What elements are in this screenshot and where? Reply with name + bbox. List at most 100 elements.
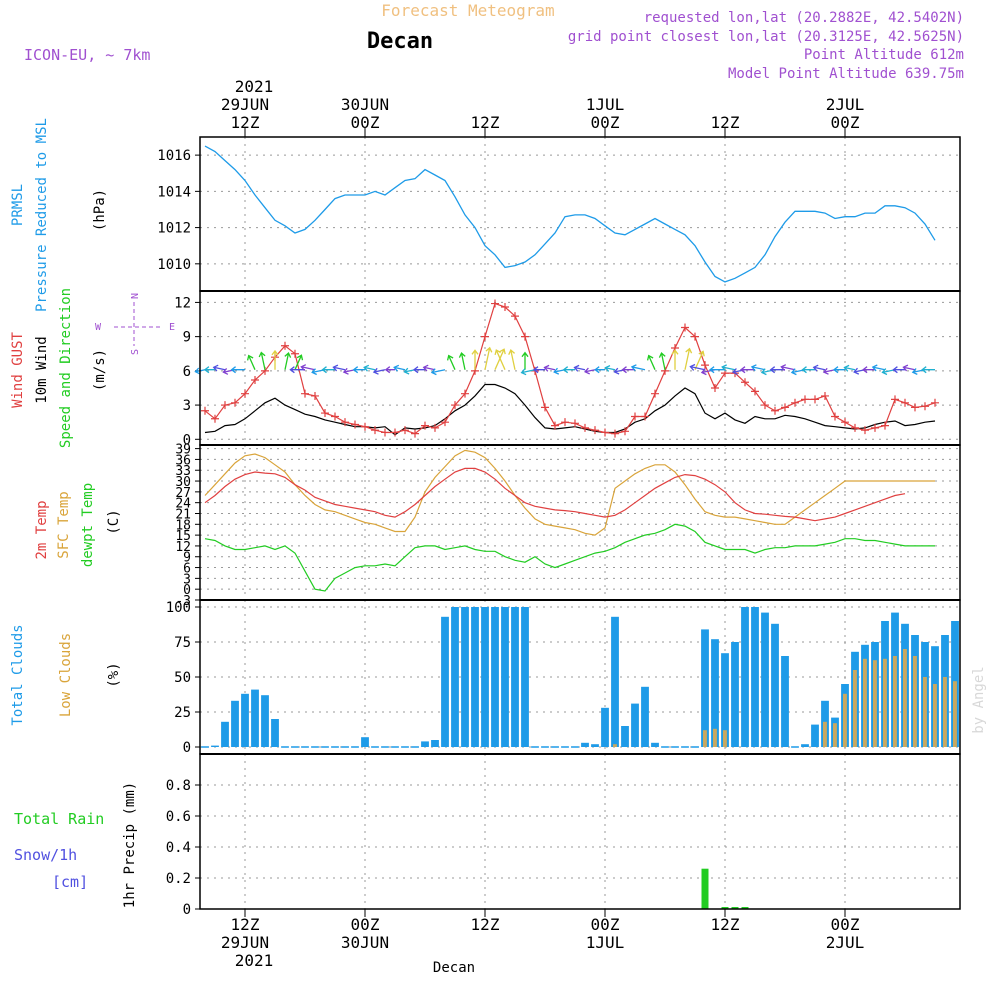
- wind-speed-dir-label: Speed and Direction: [58, 288, 74, 448]
- wind-direction-arrow: [812, 364, 826, 372]
- total-cloud-bar: [801, 744, 809, 747]
- plot-area: [200, 754, 960, 909]
- wind-direction-arrow: [321, 366, 335, 374]
- total-cloud-bar: [471, 607, 479, 747]
- wind-direction-arrow: [284, 352, 292, 370]
- total-cloud-bar: [711, 639, 719, 747]
- gust-marker: [421, 421, 429, 430]
- wind-direction-arrow: [543, 364, 556, 372]
- panel-pressure: 1010 1012 1014 1016: [157, 137, 960, 291]
- wind-direction-arrow: [646, 354, 656, 370]
- gust-marker: [211, 414, 219, 423]
- y-tick-label: 1012: [157, 221, 191, 237]
- low-cloud-bar: [873, 660, 877, 747]
- total-cloud-bar: [221, 721, 229, 747]
- wind-direction-arrow: [921, 366, 935, 374]
- low-cloud-bar: [883, 658, 887, 747]
- wind-direction-arrow: [289, 366, 305, 374]
- top-hour-label: 00Z: [591, 113, 620, 132]
- y-tick-label: 9: [183, 330, 191, 346]
- low-cloud-bar: [923, 677, 927, 747]
- wind-direction-arrow: [621, 366, 635, 374]
- low-cloud-bar: [943, 677, 947, 747]
- low-cloud-bar: [953, 681, 957, 747]
- credit: by Angel: [971, 666, 987, 733]
- pressure-line: [204, 145, 936, 283]
- gust-marker: [221, 401, 229, 410]
- compass-e: E: [169, 322, 175, 333]
- wind-direction-arrow: [372, 367, 386, 375]
- wind-direction-arrow: [422, 364, 436, 372]
- temp-unit: (C): [106, 509, 122, 534]
- total-cloud-bar: [481, 607, 489, 747]
- gust-marker: [501, 302, 509, 311]
- top-hour-label: 12Z: [471, 113, 500, 132]
- low-cloud-bar: [933, 684, 937, 747]
- gust-marker: [611, 429, 619, 438]
- gust-marker: [711, 383, 719, 392]
- top-date-label: 30JUN: [341, 95, 389, 114]
- gust-marker: [741, 378, 749, 387]
- gust-marker: [761, 401, 769, 410]
- top-hour-label: 12Z: [231, 113, 260, 132]
- wind-direction-arrow: [494, 348, 506, 370]
- wind-direction-arrow: [258, 351, 266, 370]
- plot-area: [200, 445, 960, 600]
- wind-direction-arrow: [471, 349, 479, 370]
- y-tick-label: 21: [175, 507, 191, 522]
- super-title: Forecast Meteogram: [381, 1, 554, 20]
- gust-marker: [311, 391, 319, 400]
- gust-marker: [691, 332, 699, 341]
- y-tick-label: 3: [183, 572, 191, 587]
- low-cloud-bar: [723, 730, 727, 747]
- bottom-hour-label: 12Z: [711, 915, 740, 934]
- gust-marker: [881, 421, 889, 430]
- total-cloud-bar: [751, 607, 759, 747]
- gust-marker: [911, 403, 919, 412]
- y-tick-label: 1014: [157, 184, 191, 200]
- total-cloud-bar: [781, 656, 789, 747]
- wind-direction-arrow: [300, 364, 316, 372]
- low-cloud-bar: [863, 658, 867, 747]
- total-cloud-bar: [651, 742, 659, 747]
- precip-axis-label: 1hr Precip (mm): [122, 782, 138, 908]
- wind-direction-arrow: [458, 352, 466, 370]
- y-tick-label: 0.4: [166, 840, 191, 856]
- y-tick-label: 0: [183, 432, 191, 448]
- gust-marker: [291, 349, 299, 358]
- wind-direction-arrow: [604, 365, 616, 372]
- top-date-label: 1JUL: [586, 95, 625, 114]
- y-tick-label: 6: [183, 562, 191, 577]
- wind-line: [204, 383, 936, 436]
- model-altitude: Model Point Altitude 639.75m: [728, 66, 964, 82]
- bottom-hour-label: 00Z: [351, 915, 380, 934]
- wind-direction-arrow: [709, 366, 725, 374]
- total-cloud-bar: [231, 700, 239, 747]
- y-tick-label: 0: [183, 740, 191, 756]
- total-cloud-bar: [501, 607, 509, 747]
- wind-direction-arrow: [352, 366, 365, 374]
- y-tick-label: 1016: [157, 148, 191, 164]
- rain-bar: [721, 907, 729, 909]
- wind-direction-arrow: [902, 364, 916, 372]
- gust-marker: [641, 412, 649, 421]
- wind-direction-arrow: [332, 364, 346, 372]
- gust-marker: [411, 429, 419, 438]
- gust-marker: [201, 406, 209, 415]
- gust-marker: [451, 401, 459, 410]
- location-title: Decan: [367, 29, 433, 54]
- total-cloud-bar: [761, 612, 769, 747]
- gust-marker: [891, 395, 899, 404]
- wind-direction-arrow: [521, 351, 529, 370]
- y-tick-label: 9: [183, 551, 191, 566]
- total-cloud-bar: [271, 719, 279, 747]
- y-tick-label: 100: [166, 600, 191, 616]
- y-tick-label: 24: [175, 497, 191, 512]
- sfc-temp-line: [204, 449, 935, 536]
- total-rain-label: Total Rain: [14, 810, 104, 828]
- total-cloud-bar: [811, 724, 819, 747]
- y-tick-label: -3: [175, 594, 191, 609]
- total-cloud-bar: [261, 695, 269, 747]
- gust-marker: [931, 398, 939, 407]
- wind-direction-arrow: [750, 364, 766, 372]
